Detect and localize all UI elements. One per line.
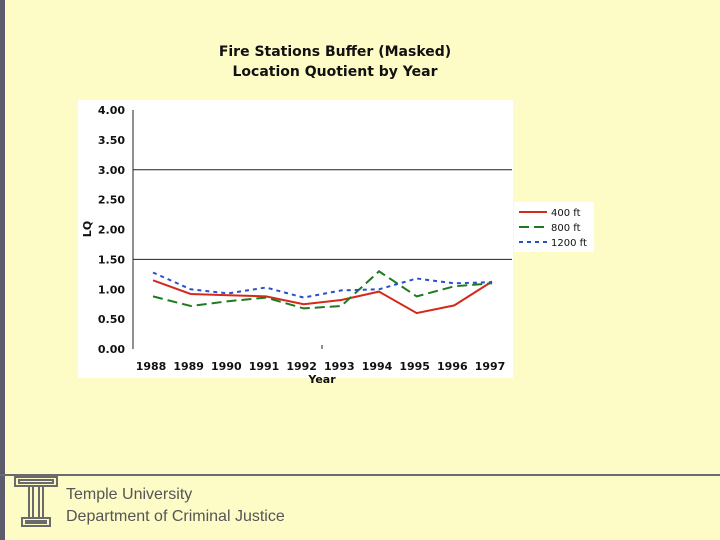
x-tick-label: 1996 — [437, 360, 468, 373]
chart-subtitle: Location Quotient by Year — [232, 64, 438, 80]
chart-title-block: Fire Stations Buffer (Masked) Location Q… — [120, 42, 550, 82]
y-tick-label: 4.00 — [98, 104, 125, 117]
y-tick-label: 2.50 — [98, 194, 125, 207]
department-name: Department of Criminal Justice — [66, 508, 285, 525]
x-axis-title: Year — [307, 373, 336, 386]
left-border-bar — [0, 0, 5, 540]
plot-background — [78, 100, 513, 378]
x-tick-label: 1997 — [475, 360, 506, 373]
chart-title: Fire Stations Buffer (Masked) — [218, 44, 452, 60]
y-tick-label: 1.50 — [98, 253, 125, 266]
y-axis-title: LQ — [81, 221, 94, 237]
y-tick-label: 0.00 — [98, 343, 125, 356]
y-tick-label: 1.00 — [98, 283, 125, 296]
university-name: Temple University — [66, 486, 193, 503]
legend-label: 800 ft — [551, 223, 581, 234]
y-tick-label: 0.50 — [98, 313, 125, 326]
footer-divider — [0, 474, 720, 476]
x-tick-label: 1990 — [211, 360, 242, 373]
series-line-800-ft — [152, 270, 493, 310]
x-tick-label: 1989 — [173, 360, 204, 373]
y-tick-label: 3.50 — [98, 134, 125, 147]
legend-label: 1200 ft — [551, 238, 587, 249]
temple-logo-icon — [14, 476, 58, 528]
y-tick-label: 3.00 — [98, 164, 125, 177]
x-tick-label: 1988 — [136, 360, 167, 373]
x-tick-label: 1991 — [249, 360, 280, 373]
x-tick-label: 1992 — [286, 360, 317, 373]
series-line-1200-ft — [152, 271, 493, 299]
x-tick-label: 1993 — [324, 360, 355, 373]
legend-label: 400 ft — [551, 208, 581, 219]
y-tick-label: 2.00 — [98, 224, 125, 237]
series-line-400-ft — [152, 279, 493, 315]
x-tick-label: 1994 — [362, 360, 393, 373]
footer-text: Temple University Department of Criminal… — [66, 484, 285, 528]
x-tick-label: 1995 — [399, 360, 430, 373]
line-chart: 0.00 0.50 1.00 1.50 2.00 2.50 3.00 3.50 4.00 1988… — [78, 100, 594, 386]
